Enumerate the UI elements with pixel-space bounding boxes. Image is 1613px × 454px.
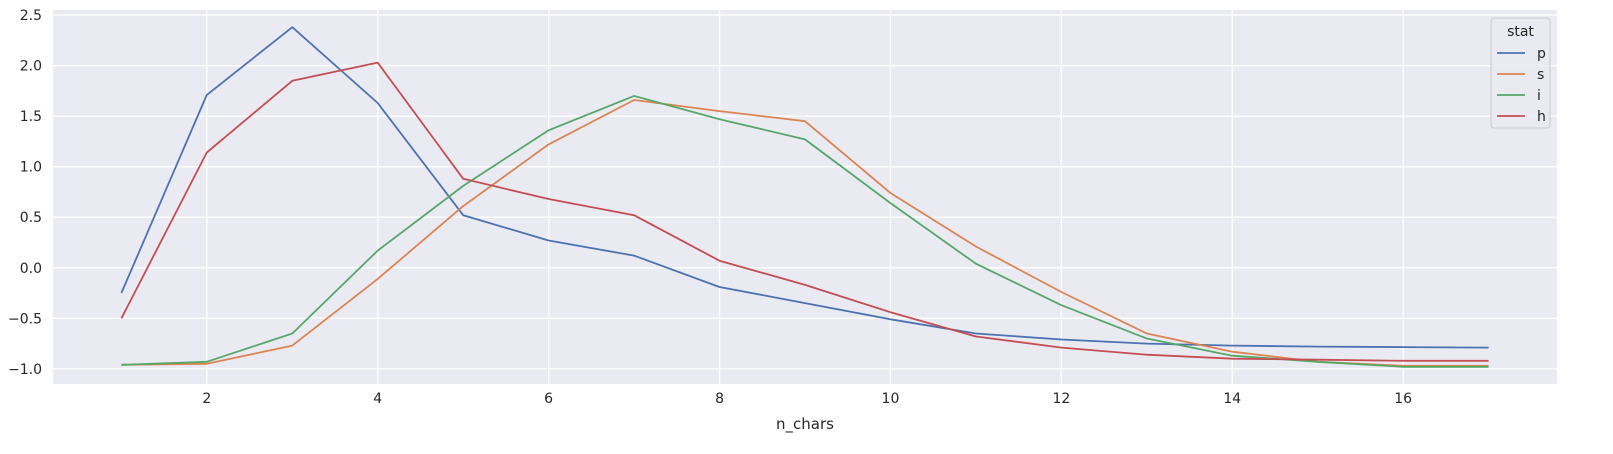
- series-line-h: [120, 61, 1489, 362]
- y-tick-label: 2.0: [20, 59, 42, 75]
- x-tick-label: 14: [1223, 391, 1241, 407]
- legend-label-p: p: [1537, 46, 1546, 62]
- x-tick-label: 6: [544, 391, 553, 407]
- legend-label-s: s: [1537, 67, 1544, 83]
- x-tick-labels: 2 4 6 8 10 12 14 16: [202, 391, 1412, 407]
- legend-label-h: h: [1537, 109, 1546, 125]
- legend-title: stat: [1507, 24, 1534, 40]
- y-tick-label: 0.0: [20, 261, 42, 277]
- x-tick-label: 10: [882, 391, 900, 407]
- y-tick-labels: −1.0 −0.5 0.0 0.5 1.0 1.5 2.0 2.5: [8, 8, 42, 378]
- legend-label-i: i: [1537, 88, 1541, 104]
- y-tick-label: 1.0: [20, 160, 42, 176]
- x-tick-label: 12: [1052, 391, 1070, 407]
- y-tick-label: 0.5: [20, 210, 42, 226]
- x-tick-label: 2: [202, 391, 211, 407]
- series-lines: [120, 26, 1489, 368]
- x-tick-label: 4: [373, 391, 382, 407]
- legend-box: [1490, 17, 1551, 129]
- x-tick-label: 8: [715, 391, 724, 407]
- grid-lines: [53, 10, 1557, 384]
- x-axis-title: n_chars: [776, 415, 834, 434]
- y-tick-label: 1.5: [20, 109, 42, 125]
- series-line-s: [121, 99, 1489, 367]
- y-tick-label: −0.5: [8, 311, 42, 327]
- y-tick-label: −1.0: [8, 362, 42, 378]
- series-line-p: [120, 26, 1489, 349]
- y-tick-label: 2.5: [20, 8, 42, 24]
- series-line-i: [121, 95, 1489, 368]
- x-tick-label: 16: [1394, 391, 1412, 407]
